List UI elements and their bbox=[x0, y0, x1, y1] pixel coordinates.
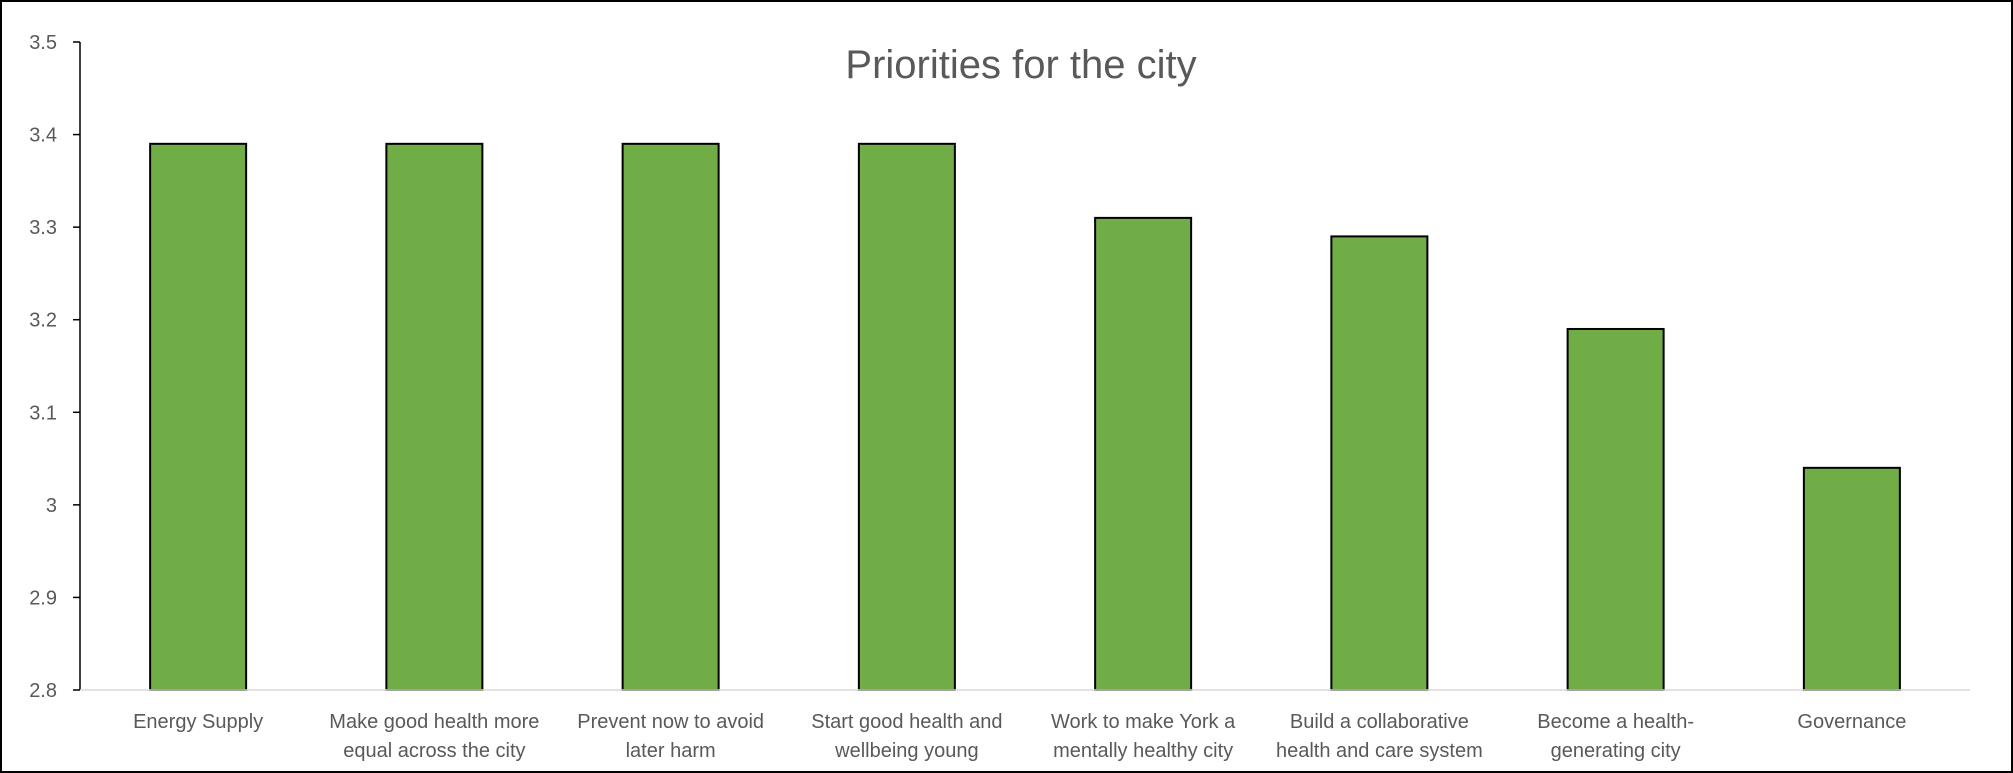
x-axis: Energy Supply Make good health more equal … bbox=[80, 689, 1970, 762]
bar bbox=[1566, 327, 1665, 691]
bars-group bbox=[149, 142, 1901, 692]
x-category-label: Work to make York a mentally healthy city bbox=[1051, 711, 1236, 762]
x-category-label: Prevent now to avoid later harm bbox=[577, 711, 764, 762]
x-category-label: Energy Supply bbox=[133, 711, 263, 733]
y-axis: 2.8 2.9 3 3.1 3.2 3.3 3.4 3.5 bbox=[29, 32, 81, 702]
y-tick-label: 3 bbox=[46, 495, 57, 517]
x-category-label: Governance bbox=[1797, 711, 1906, 733]
x-category-label: Start good health and wellbeing young bbox=[811, 711, 1002, 762]
y-tick-label: 2.9 bbox=[29, 587, 57, 609]
chart-title: Priorities for the city bbox=[845, 43, 1196, 87]
bar bbox=[149, 142, 248, 692]
y-tick-label: 2.8 bbox=[29, 680, 57, 702]
y-tick-label: 3.2 bbox=[29, 310, 57, 332]
bar bbox=[385, 142, 484, 692]
y-tick-label: 3.4 bbox=[29, 125, 57, 147]
y-tick-label: 3.3 bbox=[29, 217, 57, 239]
bar bbox=[621, 142, 720, 692]
x-category-label: Become a health-generating city bbox=[1537, 711, 1694, 762]
x-category-label: Make good health more equal across the ci… bbox=[329, 711, 539, 762]
bar bbox=[1330, 235, 1429, 691]
bar bbox=[1802, 466, 1901, 692]
y-tick-label: 3.1 bbox=[29, 402, 57, 424]
x-category-label: Build a collaborative health and care sys… bbox=[1276, 711, 1483, 762]
y-tick-label: 3.5 bbox=[29, 32, 57, 54]
bar bbox=[1094, 216, 1193, 691]
bar bbox=[857, 142, 956, 692]
